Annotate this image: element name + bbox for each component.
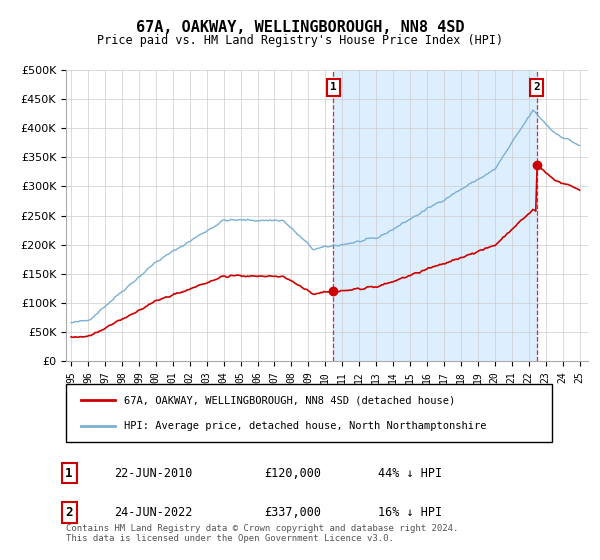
Text: £337,000: £337,000 xyxy=(264,506,321,519)
Text: 1: 1 xyxy=(330,82,337,92)
Text: 22-JUN-2010: 22-JUN-2010 xyxy=(114,466,193,480)
Text: 24-JUN-2022: 24-JUN-2022 xyxy=(114,506,193,519)
Bar xyxy=(333,70,536,361)
Text: £120,000: £120,000 xyxy=(264,466,321,480)
Text: HPI: Average price, detached house, North Northamptonshire: HPI: Average price, detached house, Nort… xyxy=(124,421,487,431)
Text: 67A, OAKWAY, WELLINGBOROUGH, NN8 4SD (detached house): 67A, OAKWAY, WELLINGBOROUGH, NN8 4SD (de… xyxy=(124,395,455,405)
FancyBboxPatch shape xyxy=(66,384,552,442)
Text: 1: 1 xyxy=(65,466,73,480)
Text: 2: 2 xyxy=(533,82,540,92)
Text: 2: 2 xyxy=(65,506,73,519)
Text: 16% ↓ HPI: 16% ↓ HPI xyxy=(378,506,442,519)
Text: Contains HM Land Registry data © Crown copyright and database right 2024.
This d: Contains HM Land Registry data © Crown c… xyxy=(66,524,458,543)
Text: 67A, OAKWAY, WELLINGBOROUGH, NN8 4SD: 67A, OAKWAY, WELLINGBOROUGH, NN8 4SD xyxy=(136,20,464,35)
Text: 44% ↓ HPI: 44% ↓ HPI xyxy=(378,466,442,480)
Text: Price paid vs. HM Land Registry's House Price Index (HPI): Price paid vs. HM Land Registry's House … xyxy=(97,34,503,46)
